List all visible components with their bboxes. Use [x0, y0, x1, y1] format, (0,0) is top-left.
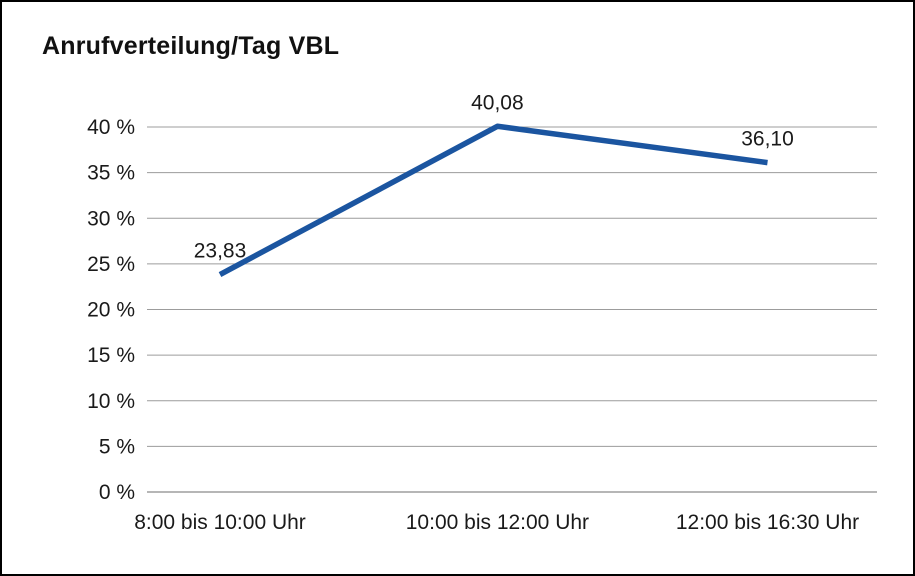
y-tick-label: 15 % — [87, 344, 135, 367]
chart-title: Anrufverteilung/Tag VBL — [42, 32, 340, 60]
y-tick-label: 0 % — [99, 481, 135, 504]
y-tick-label: 30 % — [87, 207, 135, 230]
y-tick-label: 5 % — [99, 435, 135, 458]
data-line — [218, 123, 768, 277]
x-tick-label: 10:00 bis 12:00 Uhr — [406, 511, 589, 534]
y-tick-label: 35 % — [87, 162, 135, 185]
y-tick-label: 10 % — [87, 390, 135, 413]
data-label: 36,10 — [741, 128, 794, 151]
x-tick-label: 8:00 bis 10:00 Uhr — [134, 511, 306, 534]
data-label: 40,08 — [471, 91, 524, 114]
y-tick-label: 25 % — [87, 253, 135, 276]
x-tick-label: 12:00 bis 16:30 Uhr — [676, 511, 859, 534]
y-tick-label: 40 % — [87, 116, 135, 139]
data-label: 23,83 — [194, 240, 247, 263]
y-tick-label: 20 % — [87, 299, 135, 322]
